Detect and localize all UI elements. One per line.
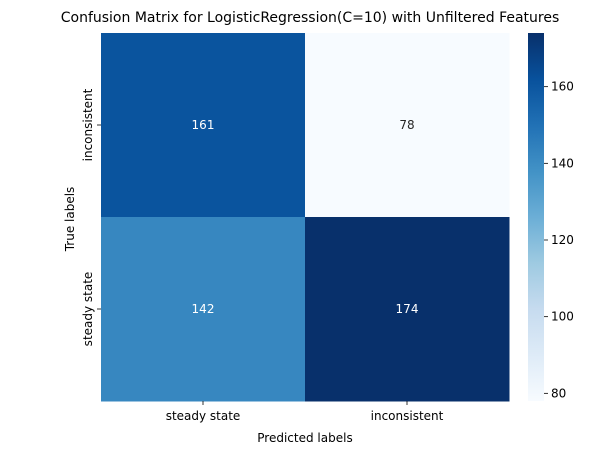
y-tick-label: inconsistent xyxy=(81,88,95,161)
heatmap-cell xyxy=(305,217,510,402)
heatmap-cell xyxy=(305,33,510,218)
colorbar-tick-label: 80 xyxy=(551,386,566,400)
x-tick-label: inconsistent xyxy=(371,409,444,423)
colorbar-tick-label: 120 xyxy=(551,233,574,247)
y-axis-label: True labels xyxy=(63,187,77,253)
cell-value-label: 142 xyxy=(192,302,215,316)
colorbar-tick-label: 160 xyxy=(551,80,574,94)
heatmap-cell xyxy=(101,217,306,402)
x-axis-ticks: steady state inconsistent xyxy=(166,401,444,423)
colorbar-tick-label: 100 xyxy=(551,310,574,324)
heatmap-cells xyxy=(101,33,510,402)
colorbar-tick-label: 140 xyxy=(551,156,574,170)
y-axis-ticks: inconsistent steady state xyxy=(81,88,101,346)
colorbar xyxy=(528,33,544,401)
colorbar-ticks: 80 100 120 140 160 xyxy=(544,80,574,400)
heatmap-cell xyxy=(101,33,306,218)
x-axis-label: Predicted labels xyxy=(257,431,352,445)
heatmap-cell-labels: 161 78 142 174 xyxy=(192,118,419,316)
cell-value-label: 161 xyxy=(192,118,215,132)
cell-value-label: 174 xyxy=(396,302,419,316)
cell-value-label: 78 xyxy=(399,118,414,132)
y-tick-label: steady state xyxy=(81,272,95,347)
chart-title: Confusion Matrix for LogisticRegression(… xyxy=(61,10,560,26)
x-tick-label: steady state xyxy=(166,409,241,423)
